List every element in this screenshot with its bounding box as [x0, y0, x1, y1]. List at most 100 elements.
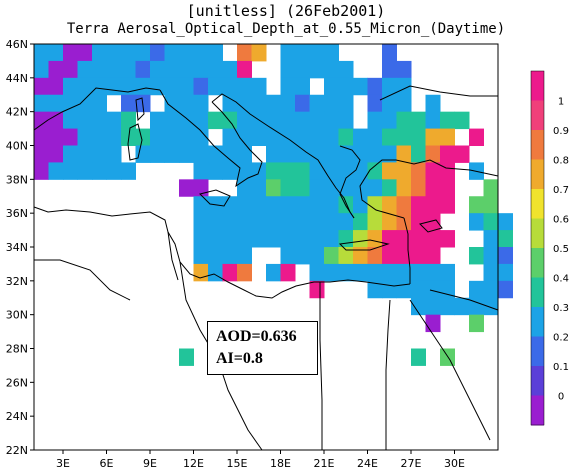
aod-cell [367, 247, 383, 265]
aod-cell [295, 128, 310, 146]
aod-cell [498, 247, 513, 265]
aod-cell [92, 145, 107, 163]
aod-cell [324, 247, 339, 265]
aod-cell [324, 162, 339, 180]
aod-cell [251, 94, 267, 113]
map-title: [unitless] (26Feb2001) [186, 2, 386, 20]
aod-cell [324, 145, 339, 163]
aod-cell [179, 44, 194, 62]
aod-cell [34, 77, 49, 96]
aod-cell [382, 60, 397, 79]
aod-cell [251, 77, 267, 96]
aod-cell [367, 196, 383, 214]
aod-cell [295, 60, 310, 79]
aod-cell [469, 297, 484, 316]
aod-cell [237, 230, 252, 248]
aod-cell [222, 145, 238, 163]
aod-cell [150, 145, 165, 163]
lat-tick-label: 30N [6, 309, 28, 322]
aod-cell [266, 179, 281, 197]
lat-axis: 22N 24N 26N 28N 30N 32N 34N 36N 38N 40N 42N 44N 46N [6, 38, 34, 457]
aod-cell [367, 94, 383, 113]
coastline-corsica [135, 97, 145, 122]
aod-cell [237, 94, 252, 113]
aod-cell [77, 128, 93, 146]
aod-cell [164, 128, 180, 146]
aod-cell [396, 179, 412, 197]
aod-annotation-box: AOD=0.636 AI=0.8 [207, 321, 318, 375]
colorbar-label: 0.5 [553, 244, 569, 255]
aod-cell [396, 263, 412, 282]
aod-cell [280, 128, 296, 146]
aod-cell [338, 94, 354, 113]
aod-cell [63, 111, 78, 130]
colorbar-segment [531, 159, 544, 190]
aod-cell [251, 196, 267, 214]
aod-cell [193, 162, 209, 180]
aod-cell [34, 162, 49, 180]
aod-cell [295, 179, 310, 197]
aod-cell [353, 263, 368, 282]
aod-cell [208, 44, 223, 62]
aod-cell [237, 247, 252, 265]
aod-cell [382, 77, 397, 96]
lat-tick-label: 24N [6, 410, 28, 423]
aod-cell [77, 77, 93, 96]
aod-cell [338, 111, 354, 130]
aod-cell [208, 162, 223, 180]
aod-cell [353, 196, 368, 214]
aod-cell [469, 314, 484, 333]
aod-cell [353, 128, 368, 146]
colorbar-label: 0 [558, 392, 564, 403]
aod-cell [237, 179, 252, 197]
aod-cell [353, 162, 368, 180]
aod-cell [324, 263, 339, 282]
aod-cell [237, 162, 252, 180]
aod-cell [309, 263, 325, 282]
aod-cell [440, 263, 455, 282]
aod-cell [164, 77, 180, 96]
aod-cell [77, 162, 93, 180]
aod-cell [63, 77, 78, 96]
aod-cell [498, 230, 513, 248]
aod-cell [396, 111, 412, 130]
aod-cell [338, 213, 354, 231]
colorbar-label: 0.7 [553, 185, 569, 196]
aod-cell [92, 60, 107, 79]
aod-cell [280, 230, 296, 248]
aod-cell [338, 77, 354, 96]
aod-cell [411, 263, 426, 282]
aod-cell [63, 94, 78, 113]
colorbar-segment [531, 218, 544, 249]
aod-cell [425, 179, 441, 197]
aod-cell [193, 263, 209, 282]
colorbar-label: 0.2 [553, 333, 569, 344]
aod-cell [367, 77, 383, 96]
lat-tick-label: 22N [6, 444, 28, 457]
aod-cell [237, 111, 252, 130]
aod-cell [222, 162, 238, 180]
aod-cell [309, 179, 325, 197]
aod-cell [193, 44, 209, 62]
coastline-italy [159, 89, 263, 188]
aod-cell [411, 230, 426, 248]
aod-cell [309, 213, 325, 231]
aod-cell [338, 162, 354, 180]
aod-cell [164, 111, 180, 130]
aod-cell [222, 213, 238, 231]
aod-cell [498, 213, 513, 231]
aod-cell [353, 230, 368, 248]
aod-cell [396, 213, 412, 231]
aod-cell [324, 94, 339, 113]
colorbar-segment [531, 336, 544, 367]
aod-cell [222, 77, 238, 96]
aod-cell [34, 128, 49, 146]
aod-cell [251, 44, 267, 62]
aod-cell [440, 128, 455, 146]
aod-cell [309, 247, 325, 265]
aod-cell [237, 145, 252, 163]
aod-cell [295, 94, 310, 113]
aod-cell [193, 60, 209, 79]
aod-cell [179, 60, 194, 79]
aod-cell [367, 145, 383, 163]
